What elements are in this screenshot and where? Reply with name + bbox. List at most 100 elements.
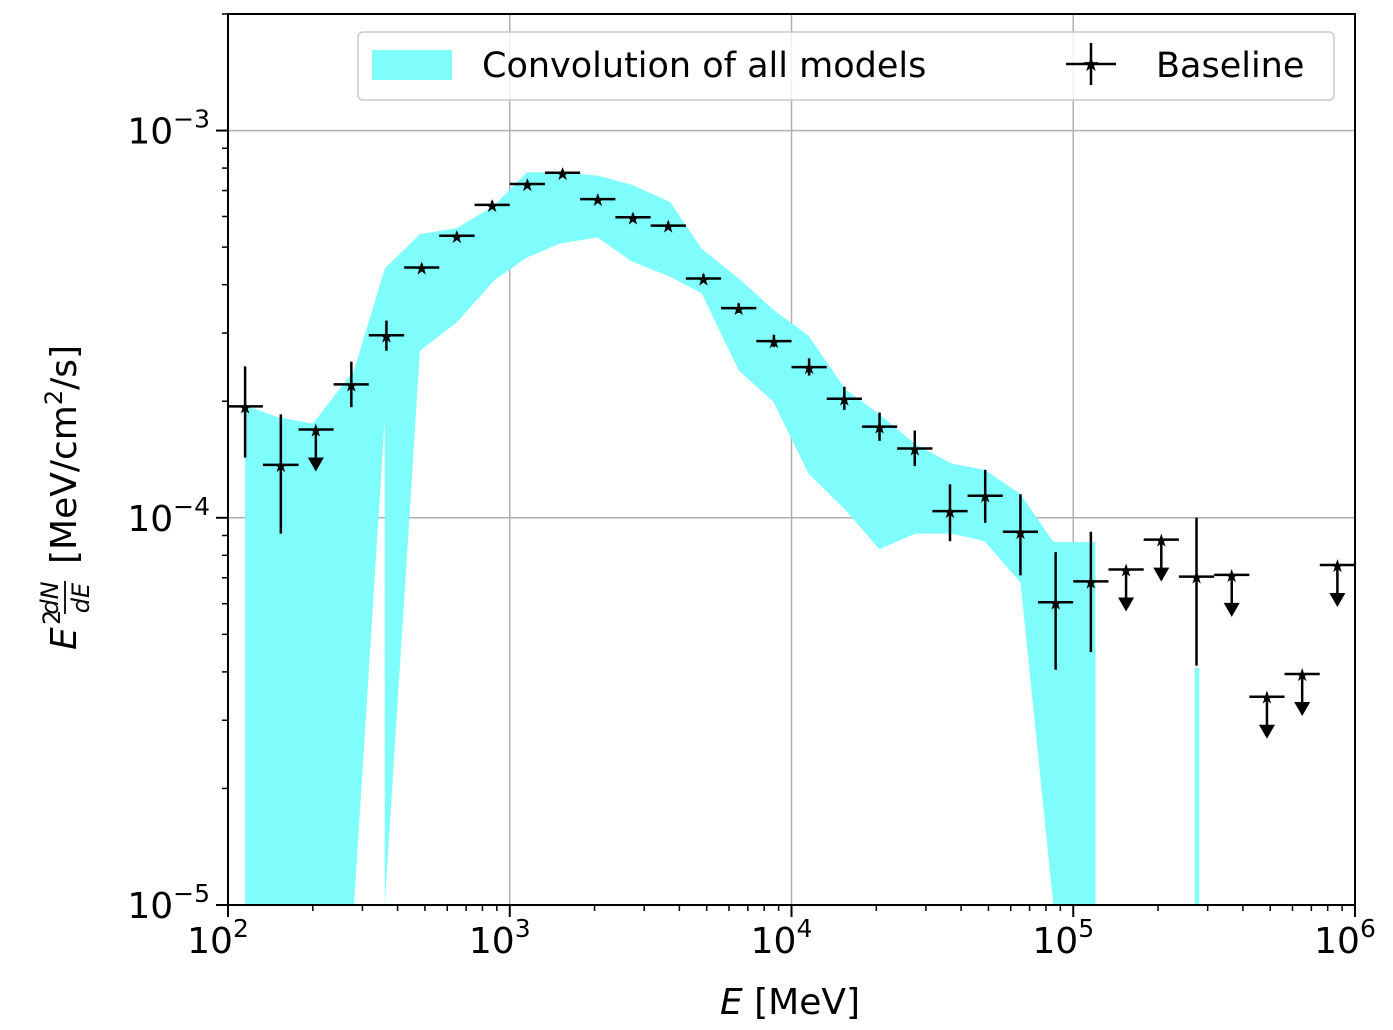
data-point: ★ (826, 386, 862, 411)
star-marker: ★ (1083, 572, 1099, 593)
upper-limit-point: ★ (1143, 531, 1179, 582)
star-marker: ★ (414, 258, 430, 279)
y-tick-label: 10−4 (127, 492, 210, 540)
x-tick-label: 106 (1314, 914, 1376, 962)
star-marker: ★ (1294, 665, 1310, 686)
star-marker: ★ (766, 332, 782, 353)
upper-limit-arrowhead (1258, 724, 1275, 739)
star-marker: ★ (1329, 556, 1345, 577)
star-marker: ★ (801, 358, 817, 379)
x-tick-label: 102 (187, 914, 249, 962)
upper-limit-point: ★ (1319, 556, 1355, 608)
upper-limit-arrowhead (307, 457, 324, 472)
upper-limit-arrowhead (1153, 567, 1170, 582)
star-marker: ★ (695, 269, 711, 290)
star-marker: ★ (343, 375, 359, 396)
data-point: ★ (262, 414, 299, 534)
data-point: ★ (685, 269, 722, 290)
star-marker: ★ (625, 208, 641, 229)
data-point: ★ (932, 484, 968, 542)
data-point: ★ (897, 430, 933, 467)
star-marker: ★ (836, 390, 852, 411)
star-marker: ★ (449, 227, 465, 248)
data-point: ★ (967, 469, 1003, 523)
legend-band-label: Convolution of all models (482, 46, 926, 86)
data-point: ★ (580, 190, 616, 211)
star-marker: ★ (871, 418, 887, 439)
upper-limit-point: ★ (1108, 561, 1144, 612)
data-point: ★ (368, 320, 405, 351)
star-marker: ★ (942, 502, 958, 523)
data-point: ★ (650, 217, 686, 238)
star-marker: ★ (308, 421, 324, 442)
model-band-layer (245, 172, 1200, 905)
svg-text:dN: dN (36, 581, 64, 614)
star-marker: ★ (660, 217, 676, 238)
data-point: ★ (756, 332, 792, 353)
legend-band-swatch (372, 50, 452, 80)
upper-limit-point: ★ (1249, 688, 1285, 739)
data-point: ★ (1073, 531, 1109, 653)
data-point: ★ (861, 412, 898, 441)
legend: Convolution of all models ★ Baseline (357, 31, 1335, 101)
data-point: ★ (1002, 494, 1039, 576)
y-tick-label: 10−3 (127, 105, 210, 153)
svg-text:dE: dE (67, 582, 95, 613)
star-marker: ★ (484, 196, 500, 217)
y-axis-label: E 2 dN dE [MeV/cm2/s] (36, 345, 95, 650)
star-marker: ★ (237, 397, 253, 418)
star-marker: ★ (1118, 561, 1134, 582)
svg-text:★: ★ (1082, 52, 1100, 76)
star-marker: ★ (1012, 523, 1028, 544)
data-point: ★ (333, 361, 369, 408)
star-marker: ★ (378, 326, 394, 347)
data-point: ★ (404, 258, 440, 279)
grid-layer (228, 14, 1355, 905)
model-band-segment (1194, 667, 1200, 905)
star-marker: ★ (519, 175, 535, 196)
upper-limit-arrowhead (1223, 602, 1240, 617)
data-point: ★ (791, 358, 827, 379)
star-marker: ★ (1224, 566, 1240, 587)
x-tick-label: 104 (751, 914, 813, 962)
data-point: ★ (228, 366, 263, 458)
data-point: ★ (1038, 552, 1074, 670)
upper-limit-arrowhead (1118, 597, 1135, 612)
star-marker: ★ (1048, 593, 1064, 614)
star-marker: ★ (1188, 568, 1204, 589)
svg-text:[MeV/cm2/s]: [MeV/cm2/s] (40, 345, 85, 564)
data-point: ★ (509, 175, 546, 196)
data-point: ★ (439, 227, 475, 248)
upper-limit-point: ★ (1284, 665, 1320, 716)
upper-limit-arrowhead (1294, 701, 1311, 716)
data-point: ★ (545, 164, 581, 185)
star-marker: ★ (590, 190, 606, 211)
star-marker: ★ (555, 164, 571, 185)
upper-limit-arrowhead (1329, 593, 1346, 608)
legend-points-marker: ★ (1066, 43, 1116, 85)
model-band-segment (245, 172, 1096, 905)
svg-text:E: E (44, 627, 85, 650)
data-point: ★ (615, 208, 651, 229)
upper-limit-point: ★ (298, 421, 334, 472)
upper-limit-point: ★ (1214, 566, 1250, 617)
data-points-layer: ★ ★ ★ ★ ★ ★ ★ ★ ★ ★ ★ ★ ★ ★ ★ ★ ★ ★ ★ ★ ★ ★ ★ ★ ★ ★ ★ ★ ★ ★ ★ ★ (228, 164, 1355, 739)
star-marker: ★ (907, 439, 923, 460)
y-tick-label: 10−5 (127, 879, 210, 927)
star-marker: ★ (1153, 531, 1169, 552)
axis-ticks-layer: 102 103 104 105 106 10−5 10−4 10−3 (127, 13, 1376, 962)
star-marker: ★ (273, 456, 289, 477)
star-marker: ★ (1259, 688, 1275, 709)
star-marker: ★ (977, 487, 993, 508)
x-axis-label: E [MeV] (720, 982, 860, 1023)
data-point: ★ (474, 196, 510, 217)
svg-text:2: 2 (38, 610, 66, 625)
x-tick-label: 105 (1032, 914, 1094, 962)
star-marker: ★ (731, 299, 747, 320)
data-point: ★ (1178, 517, 1215, 666)
x-tick-label: 103 (469, 914, 531, 962)
legend-points-label: Baseline (1156, 46, 1304, 86)
data-point: ★ (721, 299, 757, 320)
